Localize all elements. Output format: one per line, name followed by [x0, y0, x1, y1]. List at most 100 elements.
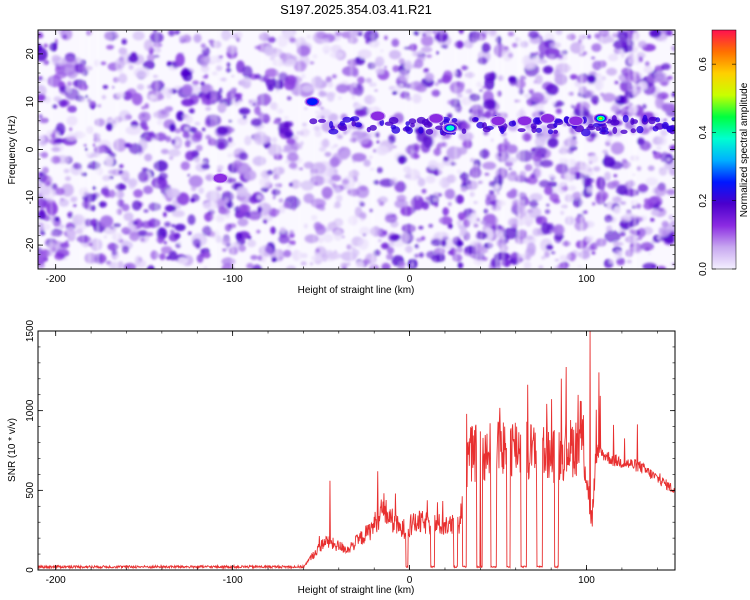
heatmap-x-tick-label: -100	[223, 274, 243, 285]
heatmap-cell	[374, 60, 382, 67]
heatmap-streak	[567, 30, 571, 269]
heatmap-band-cell	[418, 126, 424, 134]
heatmap-cell	[121, 227, 132, 235]
heatmap-cell	[38, 220, 42, 224]
heatmap-cell	[121, 203, 130, 212]
heatmap-cell	[426, 54, 432, 58]
heatmap-cell	[174, 128, 182, 134]
heatmap-cell	[39, 141, 47, 147]
heatmap-cell	[621, 158, 628, 164]
heatmap-cell	[67, 81, 72, 87]
heatmap-cell	[482, 161, 497, 170]
heatmap-cell	[141, 220, 153, 229]
heatmap-cell	[600, 30, 609, 36]
heatmap-cell	[104, 235, 107, 239]
heatmap-cell	[643, 202, 654, 210]
heatmap-cell	[259, 176, 271, 188]
heatmap-cell	[457, 262, 464, 269]
heatmap-cell	[39, 230, 46, 236]
heatmap-cell	[389, 49, 401, 60]
heatmap-cell	[98, 201, 107, 208]
heatmap-cell	[382, 230, 388, 236]
heatmap-cell	[43, 43, 48, 48]
heatmap-cell	[508, 167, 512, 170]
heatmap-cell	[415, 84, 427, 93]
heatmap-cell	[262, 219, 268, 224]
heatmap-cell	[128, 180, 136, 190]
heatmap-cell	[414, 244, 419, 249]
heatmap-cell	[568, 145, 578, 151]
heatmap-cell	[439, 216, 453, 225]
snr-x-axis-label: Height of straight line (km)	[298, 585, 415, 596]
heatmap-hotspot	[539, 113, 556, 124]
heatmap-cell	[332, 183, 337, 189]
heatmap-cell	[65, 133, 78, 141]
heatmap-cell	[359, 201, 365, 207]
heatmap-cell	[168, 30, 176, 37]
heatmap-cell	[533, 103, 544, 111]
heatmap-cell	[456, 246, 463, 253]
heatmap-cell	[398, 58, 405, 65]
heatmap-cell	[235, 37, 241, 42]
heatmap-cell	[636, 203, 642, 209]
heatmap-cell	[603, 203, 607, 207]
heatmap-cell	[143, 185, 154, 195]
heatmap-band-cell	[329, 121, 334, 129]
heatmap-cell	[168, 250, 178, 261]
heatmap-cell	[323, 49, 329, 55]
heatmap-cell	[550, 251, 556, 254]
heatmap-cell	[376, 145, 389, 156]
heatmap-cell	[609, 259, 614, 264]
heatmap-cell	[184, 140, 191, 148]
heatmap-cell	[555, 108, 563, 114]
heatmap-cell	[166, 61, 172, 67]
heatmap-cell	[160, 246, 173, 254]
heatmap-cell	[351, 152, 367, 162]
heatmap-streak	[454, 30, 457, 269]
heatmap-cell	[92, 143, 96, 147]
heatmap-cell	[546, 203, 550, 207]
heatmap-y-tick-label: -10	[25, 190, 36, 205]
heatmap-cell	[199, 56, 209, 68]
heatmap-cell	[609, 161, 624, 170]
heatmap-hotspot	[369, 110, 386, 122]
heatmap-cell	[38, 47, 48, 62]
heatmap-cell	[218, 102, 227, 111]
heatmap-cell	[312, 54, 318, 59]
heatmap-cell	[323, 109, 332, 117]
heatmap-cell	[454, 40, 464, 49]
heatmap-cell	[128, 64, 134, 70]
heatmap-cell	[591, 56, 595, 60]
heatmap-hotspot	[304, 96, 321, 107]
heatmap-cell	[413, 30, 420, 36]
heatmap-cell	[342, 66, 359, 77]
heatmap-cell	[405, 96, 412, 101]
heatmap-cell	[658, 227, 670, 237]
heatmap-cell	[325, 76, 332, 83]
heatmap-cell	[588, 117, 594, 121]
heatmap-cell	[237, 117, 248, 126]
heatmap-cell	[386, 246, 395, 255]
heatmap-cell	[250, 255, 258, 260]
heatmap-cell	[400, 206, 414, 217]
heatmap-cell	[421, 188, 427, 194]
heatmap-cell	[489, 181, 496, 187]
heatmap-cell	[171, 139, 176, 145]
heatmap-cell	[535, 74, 543, 85]
heatmap-cell	[444, 188, 456, 200]
heatmap-cell	[461, 178, 471, 186]
heatmap-cell	[291, 249, 303, 261]
heatmap-band-cell	[531, 125, 537, 134]
heatmap-cell	[112, 86, 115, 89]
heatmap-cell	[285, 75, 297, 86]
heatmap-cell	[287, 96, 292, 101]
heatmap-streak	[371, 30, 375, 269]
heatmap-cell	[310, 162, 327, 175]
heatmap-cell	[335, 31, 342, 37]
heatmap-cell	[61, 183, 74, 197]
heatmap-cell	[304, 130, 310, 134]
heatmap-cell	[38, 43, 43, 52]
heatmap-band-cell	[391, 126, 401, 134]
heatmap-cell	[202, 251, 212, 259]
heatmap-cell	[375, 132, 380, 138]
